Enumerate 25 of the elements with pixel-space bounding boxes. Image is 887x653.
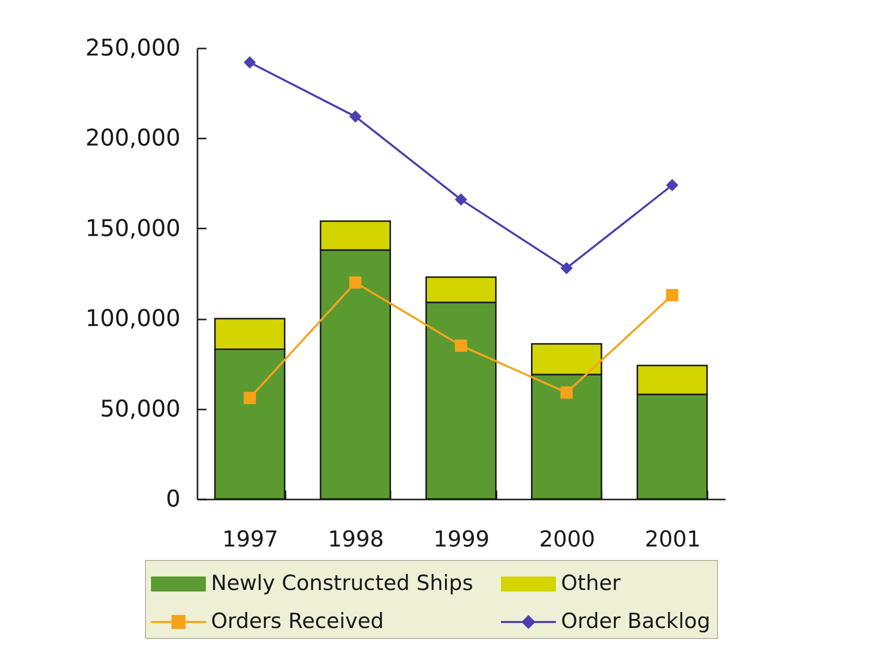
legend-label: Other [561,571,621,595]
point [349,276,362,289]
y-tick-label: 200,000 [85,126,180,152]
point [560,386,573,399]
y-tick-label: 250,000 [85,36,180,62]
x-tick-label: 1997 [222,528,278,552]
x-tick-label: 2000 [539,528,596,552]
x-tick-label: 2001 [644,528,701,552]
point [666,178,678,192]
point [560,262,573,274]
point [244,392,256,404]
legend-label: Newly Constructed Ships [211,571,474,595]
point [349,110,362,123]
y-tick-label: 0 [166,486,180,512]
y-tick-label: 150,000 [85,216,180,242]
point [454,340,468,352]
point [454,193,468,206]
legend-label: Order Backlog [561,609,710,633]
point [244,56,256,69]
x-tick-label: 1998 [328,528,384,552]
x-tick-label: 1999 [434,528,490,552]
y-tick-label: 100,000 [85,306,180,332]
y-tick-label: 50,000 [100,396,180,422]
legend-label: Orders Received [211,609,384,633]
point [666,289,678,302]
